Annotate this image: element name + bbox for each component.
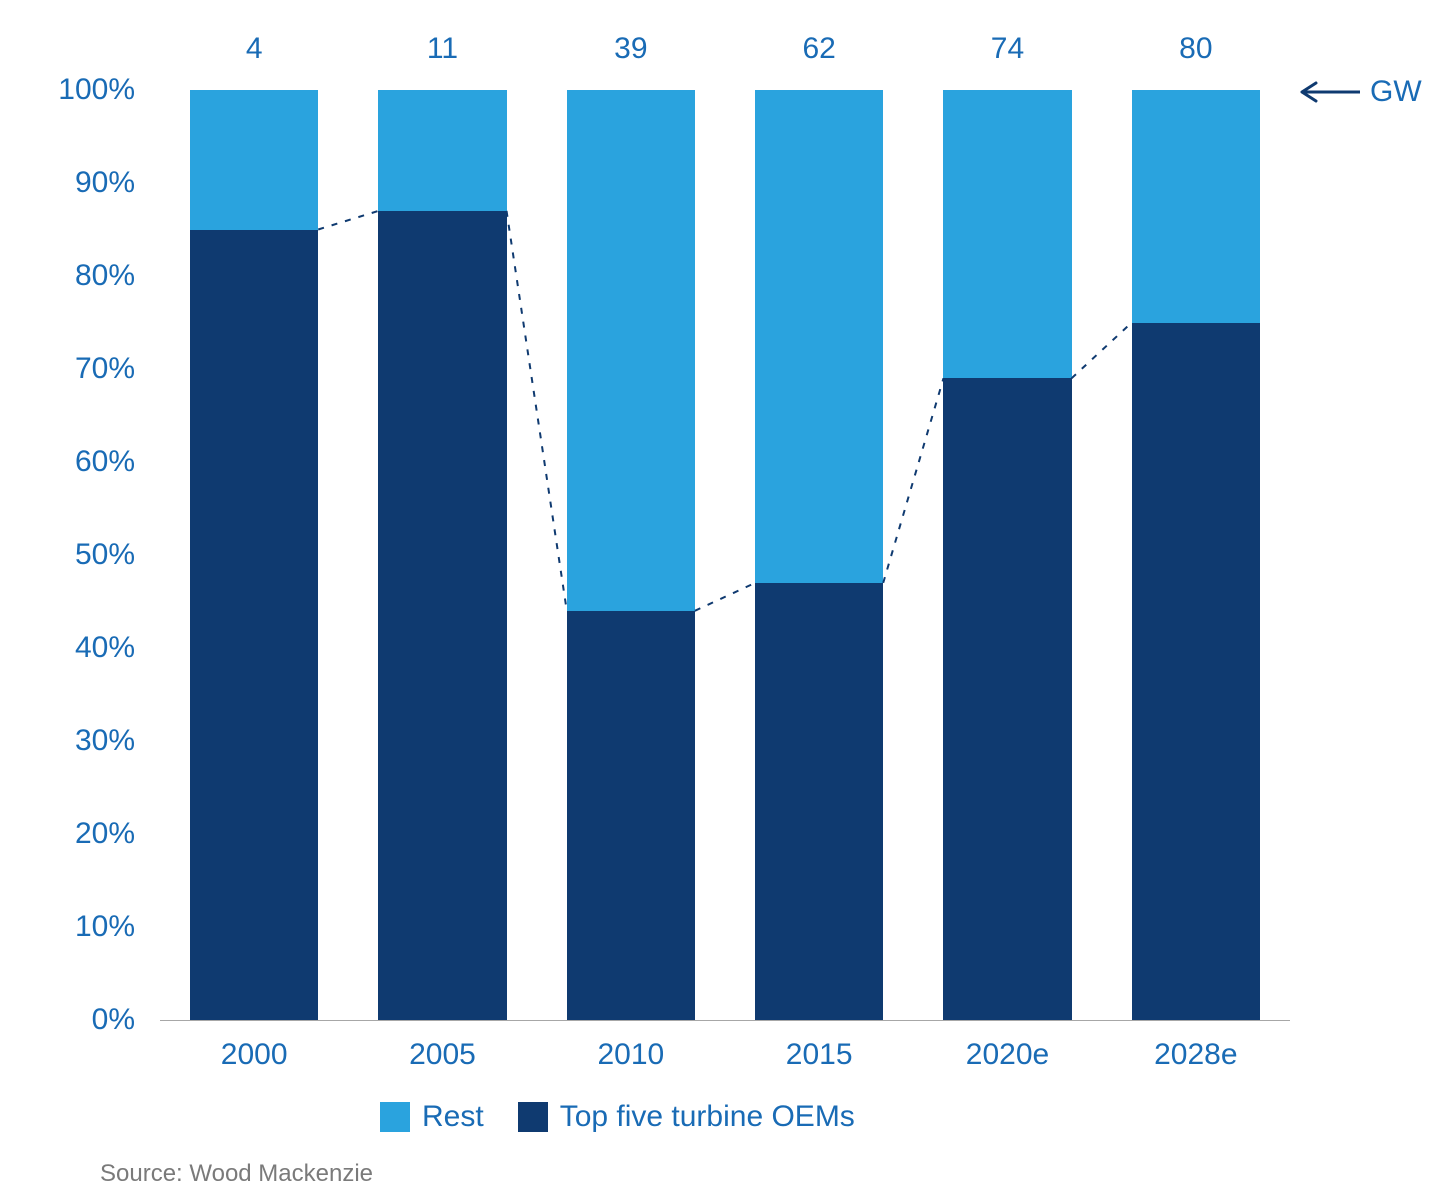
- bar-segment-rest: [567, 90, 695, 611]
- bar-segment-top5-oems: [567, 611, 695, 1020]
- x-tick-label: 2010: [597, 1020, 664, 1072]
- x-tick-label: 2015: [786, 1020, 853, 1072]
- bar-top-gw-label: 74: [991, 32, 1024, 90]
- legend-swatch: [380, 1102, 410, 1132]
- legend-swatch: [518, 1102, 548, 1132]
- bar-segment-top5-oems: [755, 583, 883, 1020]
- y-tick-label: 60%: [75, 445, 160, 479]
- bar-segment-rest: [1132, 90, 1260, 323]
- y-tick-label: 0%: [92, 1003, 160, 1037]
- bar-group: 80: [1132, 90, 1260, 1020]
- legend-label: Rest: [422, 1100, 484, 1134]
- bar-group: 4: [190, 90, 318, 1020]
- x-tick-label: 2028e: [1154, 1020, 1237, 1072]
- y-tick-label: 80%: [75, 259, 160, 293]
- x-tick-label: 2020e: [966, 1020, 1049, 1072]
- gw-annotation-text: GW: [1370, 75, 1422, 109]
- bar-group: 74: [943, 90, 1071, 1020]
- arrow-left-icon: [1300, 80, 1360, 104]
- gw-annotation: GW: [1300, 75, 1422, 109]
- bar-segment-rest: [190, 90, 318, 230]
- y-tick-label: 30%: [75, 724, 160, 758]
- bar-segment-rest: [943, 90, 1071, 378]
- x-tick-label: 2005: [409, 1020, 476, 1072]
- bar-group: 62: [755, 90, 883, 1020]
- x-tick-label: 2000: [221, 1020, 288, 1072]
- bar-top-gw-label: 62: [802, 32, 835, 90]
- turbine-oem-share-chart: 0%10%20%30%40%50%60%70%80%90%100%4200011…: [0, 0, 1451, 1200]
- source-text: Source: Wood Mackenzie: [100, 1160, 373, 1188]
- bar-group: 11: [378, 90, 506, 1020]
- legend-item: Top five turbine OEMs: [518, 1100, 855, 1134]
- y-tick-label: 40%: [75, 631, 160, 665]
- bar-segment-top5-oems: [190, 230, 318, 1021]
- legend-label: Top five turbine OEMs: [560, 1100, 855, 1134]
- bar-top-gw-label: 80: [1179, 32, 1212, 90]
- bar-segment-rest: [378, 90, 506, 211]
- trendline-overlay: [160, 90, 1290, 1020]
- bar-segment-top5-oems: [1132, 323, 1260, 1021]
- y-tick-label: 20%: [75, 817, 160, 851]
- bar-top-gw-label: 11: [427, 32, 458, 90]
- y-tick-label: 10%: [75, 910, 160, 944]
- bar-top-gw-label: 4: [246, 32, 263, 90]
- y-tick-label: 50%: [75, 538, 160, 572]
- legend-item: Rest: [380, 1100, 484, 1134]
- x-axis-line: [160, 1020, 1290, 1021]
- y-tick-label: 90%: [75, 166, 160, 200]
- plot-area: 0%10%20%30%40%50%60%70%80%90%100%4200011…: [160, 90, 1290, 1020]
- bar-segment-rest: [755, 90, 883, 583]
- bar-segment-top5-oems: [378, 211, 506, 1020]
- legend: Rest Top five turbine OEMs: [380, 1100, 855, 1134]
- bar-segment-top5-oems: [943, 378, 1071, 1020]
- bar-top-gw-label: 39: [614, 32, 647, 90]
- y-tick-label: 70%: [75, 352, 160, 386]
- y-tick-label: 100%: [58, 73, 160, 107]
- bar-group: 39: [567, 90, 695, 1020]
